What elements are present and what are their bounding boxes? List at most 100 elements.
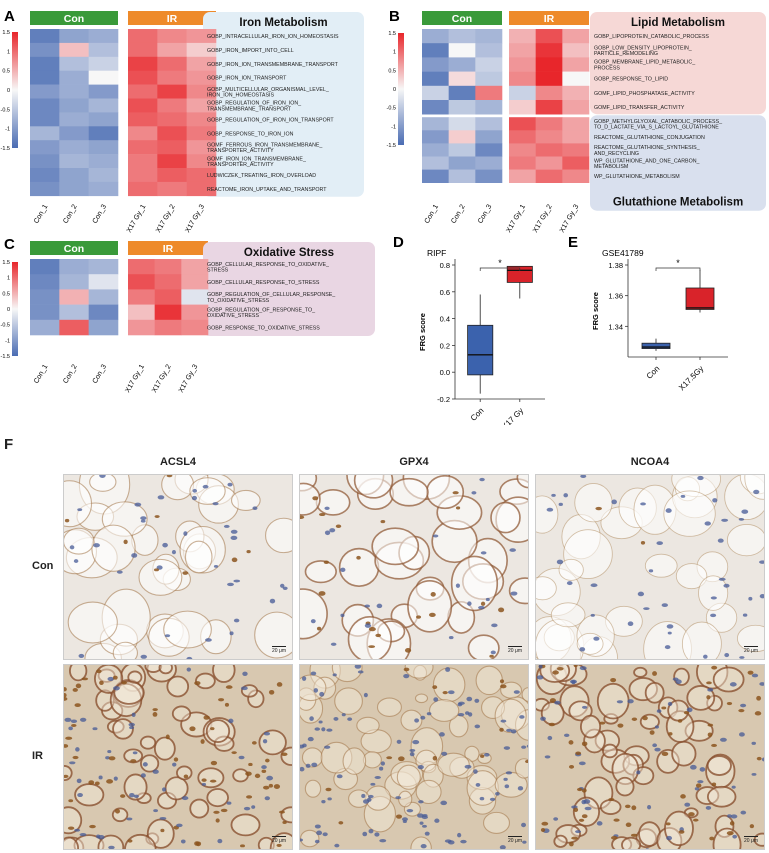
sample-label: Con_3 [92, 203, 108, 224]
legend-tick-label: 0.5 [388, 68, 396, 74]
heatmap-cell [535, 100, 563, 115]
heatmap-cell [128, 154, 158, 169]
term-label: GOBP_MEMBRANE_LIPID_METABOLIC_ [594, 60, 695, 66]
sample-label: Con_1 [33, 203, 49, 224]
heatmap-cell [422, 117, 449, 131]
heatmap-cell [30, 98, 60, 113]
heatmap-cell [562, 156, 590, 170]
group-header-con-label: Con [64, 13, 84, 25]
term-label: REACTOME_IRON_UPTAKE_AND_TRANSPORT [207, 187, 327, 193]
heatmap-cell [509, 156, 536, 170]
heatmap-cell [186, 181, 217, 197]
heatmap-cell [475, 85, 503, 101]
significance-bracket [479, 267, 521, 271]
heatmap-cell [181, 319, 209, 336]
ihc-micrograph-acsl4-ir: 20 μm [63, 664, 293, 850]
panel-label-b: B [389, 8, 400, 25]
heatmap-cell [88, 304, 119, 321]
legend-tick-label: -1.5 [387, 143, 396, 149]
legend-tick-label: -1 [5, 338, 10, 344]
heatmap-cell [562, 169, 590, 183]
heatmap-cell [475, 130, 503, 144]
sample-label: X17 Gy_3 [178, 363, 200, 394]
legend-gradient [12, 32, 18, 148]
heatmap-cell [128, 274, 155, 290]
legend-tick-label: -0.5 [1, 107, 10, 113]
heatmap-cell [154, 319, 182, 336]
heatmap-panel-c: C 1.5 1 0.5 0 -0.5 -1 -1.5 Con IR Oxidative Stress… [1, 236, 375, 394]
sample-label: X17 Gy_2 [155, 203, 177, 234]
sample-label: X17 Gy_2 [532, 203, 554, 234]
heatmap-cell [509, 57, 536, 72]
heatmap-cell [475, 143, 503, 157]
heatmap-cell [509, 71, 536, 87]
heatmap-cell [475, 117, 503, 131]
heatmap-cell [186, 42, 217, 58]
legend-tick-label: 0 [393, 87, 396, 93]
heatmap-cell [422, 156, 449, 170]
term-label: REACTOME_GLUTATHIONE_CONJUGATION [594, 135, 705, 141]
heatmap-cell [30, 181, 60, 197]
heatmap-cell [59, 168, 89, 183]
heatmap-cell [30, 304, 60, 321]
heatmap-cell [30, 274, 60, 290]
box-x17-5gy [685, 287, 715, 310]
term-label: GOMF_FERROUS_IRON_TRANSMEMBRANE_ [207, 142, 322, 148]
heatmap-cell [562, 130, 590, 144]
heatmap-cell [157, 154, 187, 169]
heatmap-cell [422, 71, 449, 87]
heatmap-cell [128, 42, 158, 58]
heatmap-cell [509, 85, 536, 101]
term-label: REACTOME_GLUTATHIONE_SYNTHESIS_ [594, 145, 700, 151]
y-tick-label: 0.6 [440, 288, 450, 297]
heatmap-cell [535, 169, 563, 183]
micrograph-texture [536, 475, 764, 659]
sample-label: Con_2 [62, 203, 78, 224]
panel-label-e: E [568, 234, 578, 251]
term-label: GOBP_REGULATION_OF_IRON_ION_TRANSPORT [207, 117, 334, 123]
micrograph-texture [64, 475, 292, 659]
heatmap-cell [509, 143, 536, 157]
heatmap-cell [448, 143, 476, 157]
ihc-micrograph-ncoa4-ir: 20 μm [535, 664, 765, 850]
heatmap-cell [30, 56, 60, 71]
term-label: WP_GLUTATHIONE_AND_ONE_CARBON_ [594, 158, 700, 164]
heatmap-cell [475, 71, 503, 87]
heatmap-cell [128, 112, 158, 127]
heatmap-cell [186, 140, 217, 155]
term-label: IRON_ION_HOMEOSTASIS [207, 92, 274, 98]
term-group-box [590, 12, 766, 115]
x-tick-label: Con [645, 364, 662, 381]
legend-tick-label: 1 [7, 49, 10, 55]
significance-bracket [655, 267, 701, 271]
heatmap-cell [181, 259, 209, 275]
heatmap-cell [562, 117, 590, 131]
term-label: GOBP_REGULATION_OF_CELLULAR_RESPONSE_ [207, 292, 335, 298]
group-header-ir [128, 241, 208, 255]
group-header-ir [509, 11, 589, 25]
heatmap-cell [157, 56, 187, 71]
term-group-title: Iron Metabolism [239, 17, 327, 29]
figure-top-panels: A 1.5 1 0.5 0 -0.5 -1 -1.5 Con IR Iron Metabolism G… [1, 8, 766, 425]
sample-label: Con_1 [33, 363, 49, 384]
legend-tick-label: 1.5 [2, 260, 10, 266]
heatmap-cell [30, 259, 60, 275]
heatmap-cell [128, 181, 158, 197]
micrograph-texture [536, 665, 764, 849]
term-label: GOMF_IRON_ION_TRANSMEMBRANE_ [207, 156, 306, 162]
legend-tick-label: -1.5 [1, 354, 10, 360]
heatmap-cell [422, 100, 449, 115]
heatmap-cell [186, 56, 217, 71]
heatmap-cell [422, 130, 449, 144]
heatmap-cell [475, 100, 503, 115]
heatmap-cell [88, 126, 119, 141]
color-legend: 1.5 1 0.5 0 -0.5 -1 -1.5 [1, 260, 18, 360]
group-header-ir-label: IR [163, 243, 174, 255]
legend-tick-label: 0 [7, 307, 10, 313]
heatmap-cell [59, 289, 89, 305]
y-tick-label: 1.38 [608, 261, 623, 270]
term-label: TO_OXIDATIVE_STRESS [207, 298, 270, 304]
heatmap-cell [509, 130, 536, 144]
sample-label: X17 Gy_3 [184, 203, 206, 234]
heatmap-cell [186, 70, 217, 85]
